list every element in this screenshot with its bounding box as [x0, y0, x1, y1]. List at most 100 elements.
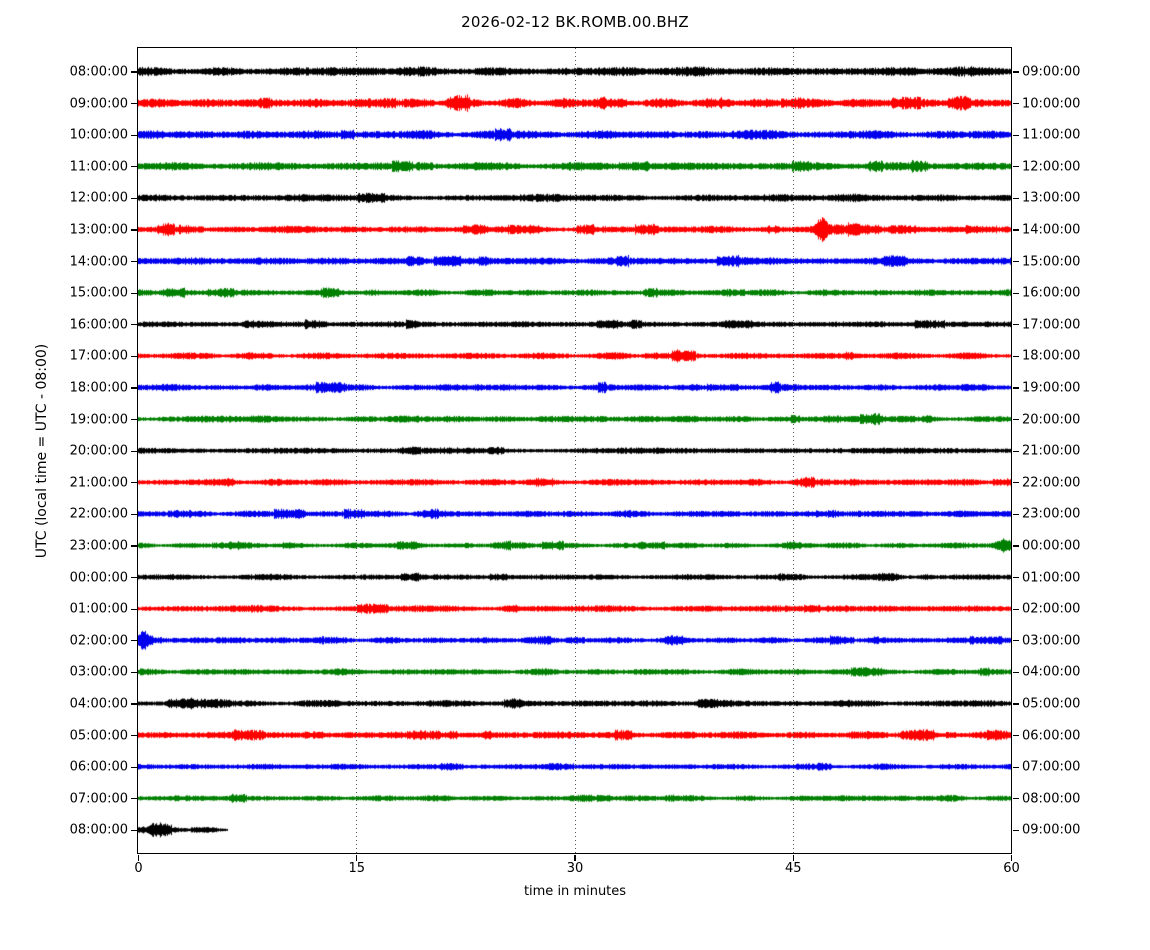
- left-row-tick: [131, 229, 137, 231]
- trace-end-time-label: 09:00:00: [1022, 64, 1081, 80]
- trace-end-time-label: 14:00:00: [1022, 222, 1081, 238]
- right-row-tick: [1013, 261, 1019, 263]
- trace-start-time-label: 21:00:00: [69, 475, 128, 491]
- trace-start-time-label: 12:00:00: [69, 190, 128, 206]
- left-row-tick: [131, 134, 137, 136]
- right-row-tick: [1013, 324, 1019, 326]
- x-axis-tick-60: [1010, 855, 1013, 861]
- right-row-tick: [1013, 766, 1019, 768]
- trace-start-time-label: 20:00:00: [69, 443, 128, 459]
- left-row-tick: [131, 166, 137, 168]
- right-row-tick: [1013, 103, 1019, 105]
- right-row-tick: [1013, 292, 1019, 294]
- trace-start-time-label: 13:00:00: [69, 222, 128, 238]
- trace-end-time-label: 23:00:00: [1022, 506, 1081, 522]
- trace-start-time-label: 07:00:00: [69, 791, 128, 807]
- trace-end-time-label: 10:00:00: [1022, 96, 1081, 112]
- trace-end-time-label: 06:00:00: [1022, 728, 1081, 744]
- trace-end-time-label: 11:00:00: [1022, 127, 1081, 143]
- right-row-tick: [1013, 166, 1019, 168]
- left-row-tick: [131, 577, 137, 579]
- left-row-tick: [131, 450, 137, 452]
- right-row-tick: [1013, 229, 1019, 231]
- trace-end-time-label: 15:00:00: [1022, 254, 1081, 270]
- x-axis-tick-label-0: 0: [134, 861, 143, 876]
- left-row-tick: [131, 766, 137, 768]
- trace-end-time-label: 16:00:00: [1022, 285, 1081, 301]
- left-row-tick: [131, 703, 137, 705]
- right-row-tick: [1013, 829, 1019, 831]
- trace-end-time-label: 13:00:00: [1022, 190, 1081, 206]
- trace-start-time-label: 15:00:00: [69, 285, 128, 301]
- left-row-tick: [131, 829, 137, 831]
- left-row-tick: [131, 545, 137, 547]
- left-row-tick: [131, 324, 137, 326]
- trace-end-time-label: 09:00:00: [1022, 822, 1081, 838]
- trace-start-time-label: 14:00:00: [69, 254, 128, 270]
- right-row-tick: [1013, 798, 1019, 800]
- trace-start-time-label: 08:00:00: [69, 822, 128, 838]
- x-axis-tick-label-45: 45: [785, 861, 802, 876]
- trace-start-time-label: 04:00:00: [69, 696, 128, 712]
- trace-end-time-label: 04:00:00: [1022, 664, 1081, 680]
- right-row-tick: [1013, 577, 1019, 579]
- trace-start-time-label: 17:00:00: [69, 348, 128, 364]
- trace-end-time-label: 18:00:00: [1022, 348, 1081, 364]
- left-row-tick: [131, 671, 137, 673]
- right-row-tick: [1013, 450, 1019, 452]
- left-row-tick: [131, 71, 137, 73]
- left-row-tick: [131, 261, 137, 263]
- left-row-tick: [131, 292, 137, 294]
- left-row-tick: [131, 798, 137, 800]
- trace-end-time-label: 21:00:00: [1022, 443, 1081, 459]
- trace-start-time-label: 18:00:00: [69, 380, 128, 396]
- trace-start-time-label: 22:00:00: [69, 506, 128, 522]
- x-axis-tick-15: [356, 855, 358, 861]
- trace-start-time-label: 00:00:00: [69, 570, 128, 586]
- trace-end-time-label: 12:00:00: [1022, 159, 1081, 175]
- trace-start-time-label: 10:00:00: [69, 127, 128, 143]
- trace-start-time-label: 16:00:00: [69, 317, 128, 333]
- left-row-tick: [131, 735, 137, 737]
- trace-start-time-label: 05:00:00: [69, 728, 128, 744]
- trace-end-time-label: 00:00:00: [1022, 538, 1081, 554]
- left-row-tick: [131, 482, 137, 484]
- right-row-tick: [1013, 671, 1019, 673]
- right-row-tick: [1013, 735, 1019, 737]
- trace-start-time-label: 02:00:00: [69, 633, 128, 649]
- vertical-gridline-45min: [792, 48, 794, 853]
- trace-start-time-label: 06:00:00: [69, 759, 128, 775]
- x-axis-label: time in minutes: [523, 884, 627, 899]
- trace-end-time-label: 07:00:00: [1022, 759, 1081, 775]
- trace-start-time-label: 08:00:00: [69, 64, 128, 80]
- left-row-tick: [131, 513, 137, 515]
- trace-end-time-label: 03:00:00: [1022, 633, 1081, 649]
- trace-end-time-label: 20:00:00: [1022, 412, 1081, 428]
- right-row-tick: [1013, 482, 1019, 484]
- trace-start-time-label: 03:00:00: [69, 664, 128, 680]
- right-row-tick: [1013, 640, 1019, 642]
- left-row-tick: [131, 640, 137, 642]
- trace-end-time-label: 17:00:00: [1022, 317, 1081, 333]
- right-row-tick: [1013, 197, 1019, 199]
- left-row-tick: [131, 103, 137, 105]
- trace-end-time-label: 01:00:00: [1022, 570, 1081, 586]
- x-axis-tick-label-15: 15: [348, 861, 366, 876]
- left-row-tick: [131, 608, 137, 610]
- right-row-tick: [1013, 71, 1019, 73]
- trace-end-time-label: 22:00:00: [1022, 475, 1081, 491]
- right-row-tick: [1013, 134, 1019, 136]
- right-row-tick: [1013, 545, 1019, 547]
- right-row-tick: [1013, 703, 1019, 705]
- vertical-gridline-15min: [356, 48, 358, 853]
- trace-end-time-label: 02:00:00: [1022, 601, 1081, 617]
- x-axis-tick-30: [574, 855, 576, 861]
- trace-end-time-label: 08:00:00: [1022, 791, 1081, 807]
- left-row-tick: [131, 197, 137, 199]
- trace-start-time-label: 01:00:00: [69, 601, 128, 617]
- page-title: 2026-02-12 BK.ROMB.00.BHZ: [461, 13, 689, 31]
- left-row-tick: [131, 355, 137, 357]
- x-axis-tick-label-30: 30: [566, 861, 584, 876]
- trace-end-time-label: 05:00:00: [1022, 696, 1081, 712]
